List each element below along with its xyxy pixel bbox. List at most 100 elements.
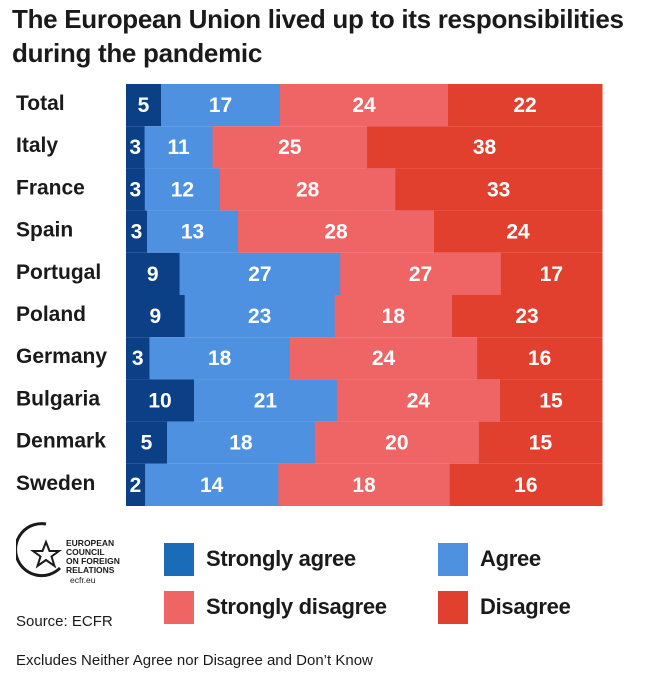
data-label: 14 xyxy=(200,474,224,497)
legend-label-strongly-disagree: Strongly disagree xyxy=(206,594,387,619)
legend-swatch-strongly-agree xyxy=(164,543,194,576)
footnote: Excludes Neither Agree nor Disagree and … xyxy=(16,652,373,669)
data-label: 3 xyxy=(129,136,141,159)
bar-disagree xyxy=(477,337,603,380)
bar-strongly-agree xyxy=(126,210,148,253)
category-label: Denmark xyxy=(16,430,106,453)
category-label: Germany xyxy=(16,345,107,368)
data-label: 15 xyxy=(539,389,563,412)
bar-strongly-disagree xyxy=(212,126,368,169)
logo-line: COUNCIL xyxy=(66,547,105,557)
bar-strongly-disagree xyxy=(219,168,396,211)
category-label: France xyxy=(16,176,85,199)
data-label: 28 xyxy=(296,178,320,201)
data-label: 3 xyxy=(131,221,143,244)
category-label: Bulgaria xyxy=(16,387,100,410)
bar-disagree xyxy=(367,126,603,169)
logo-line: ON FOREIGN xyxy=(66,556,120,566)
data-label: 13 xyxy=(181,221,204,244)
data-label: 18 xyxy=(352,474,376,497)
bar-strongly-disagree xyxy=(289,337,478,380)
bar-disagree xyxy=(449,463,603,506)
bar-disagree xyxy=(395,168,603,211)
bar-disagree xyxy=(434,210,603,253)
legend-label-strongly-agree: Strongly agree xyxy=(206,546,356,571)
data-label: 22 xyxy=(513,94,536,117)
bar-agree xyxy=(144,168,221,211)
legend-swatch-disagree xyxy=(438,591,468,624)
bar-disagree xyxy=(448,84,603,127)
data-label: 10 xyxy=(148,389,171,412)
data-label: 27 xyxy=(248,263,271,286)
bar-strongly-disagree xyxy=(334,295,453,338)
data-label: 33 xyxy=(487,178,510,201)
data-label: 3 xyxy=(132,347,144,370)
data-label: 24 xyxy=(407,389,431,412)
category-label: Portugal xyxy=(16,261,101,284)
bar-strongly-agree xyxy=(126,252,181,295)
data-label: 23 xyxy=(248,305,271,328)
data-label: 18 xyxy=(229,432,253,455)
category-label: Spain xyxy=(16,219,73,242)
bar-strongly-agree xyxy=(126,337,150,380)
bar-agree xyxy=(194,379,338,422)
bar-agree xyxy=(179,252,341,295)
ecfr-logo-icon xyxy=(16,522,63,578)
bar-strongly-disagree xyxy=(336,379,501,422)
bar-strongly-agree xyxy=(126,126,146,169)
bar-strongly-disagree xyxy=(340,252,502,295)
data-label: 5 xyxy=(141,432,153,455)
category-label: Italy xyxy=(16,134,58,157)
bar-strongly-agree xyxy=(126,168,146,211)
bar-strongly-disagree xyxy=(278,463,451,506)
data-label: 16 xyxy=(528,347,551,370)
category-label: Sweden xyxy=(16,472,95,495)
bar-agree xyxy=(145,463,279,506)
bar-strongly-agree xyxy=(126,379,195,422)
bar-agree xyxy=(149,337,291,380)
data-label: 23 xyxy=(515,305,538,328)
legend-label-agree: Agree xyxy=(480,546,541,571)
data-label: 16 xyxy=(514,474,537,497)
data-label: 18 xyxy=(208,347,232,370)
bar-disagree xyxy=(500,252,603,295)
data-label: 2 xyxy=(130,474,142,497)
bar-agree xyxy=(147,210,239,253)
data-label: 27 xyxy=(409,263,432,286)
data-label: 3 xyxy=(130,178,142,201)
bar-strongly-agree xyxy=(126,421,168,464)
logo-line: EUROPEAN xyxy=(66,538,115,548)
bar-agree xyxy=(144,126,214,169)
legend-label-disagree: Disagree xyxy=(480,594,571,619)
category-label: Total xyxy=(16,92,65,115)
bar-strongly-agree xyxy=(126,463,146,506)
category-label: Poland xyxy=(16,303,86,326)
data-label: 20 xyxy=(385,432,408,455)
bar-disagree xyxy=(452,295,603,338)
data-label: 24 xyxy=(352,94,376,117)
logo-url: ecfr.eu xyxy=(70,575,96,585)
bar-agree xyxy=(184,295,336,338)
data-label: 24 xyxy=(372,347,396,370)
data-label: 5 xyxy=(138,94,150,117)
bar-disagree xyxy=(500,379,603,422)
data-label: 28 xyxy=(324,221,348,244)
bar-strongly-disagree xyxy=(280,84,449,127)
data-label: 38 xyxy=(473,136,497,159)
source-note: Source: ECFR xyxy=(16,613,113,630)
data-label: 9 xyxy=(149,305,161,328)
data-label: 25 xyxy=(278,136,302,159)
bar-strongly-agree xyxy=(126,295,186,338)
data-label: 9 xyxy=(147,263,159,286)
data-label: 12 xyxy=(171,178,194,201)
bar-strongly-disagree xyxy=(314,421,480,464)
bar-disagree xyxy=(478,421,603,464)
legend-swatch-agree xyxy=(438,543,468,576)
bar-agree xyxy=(161,84,281,127)
bar-strongly-disagree xyxy=(238,210,435,253)
bar-strongly-agree xyxy=(126,84,162,127)
chart-title: The European Union lived up to its respo… xyxy=(12,4,624,68)
bar-agree xyxy=(167,421,316,464)
data-label: 24 xyxy=(506,221,530,244)
